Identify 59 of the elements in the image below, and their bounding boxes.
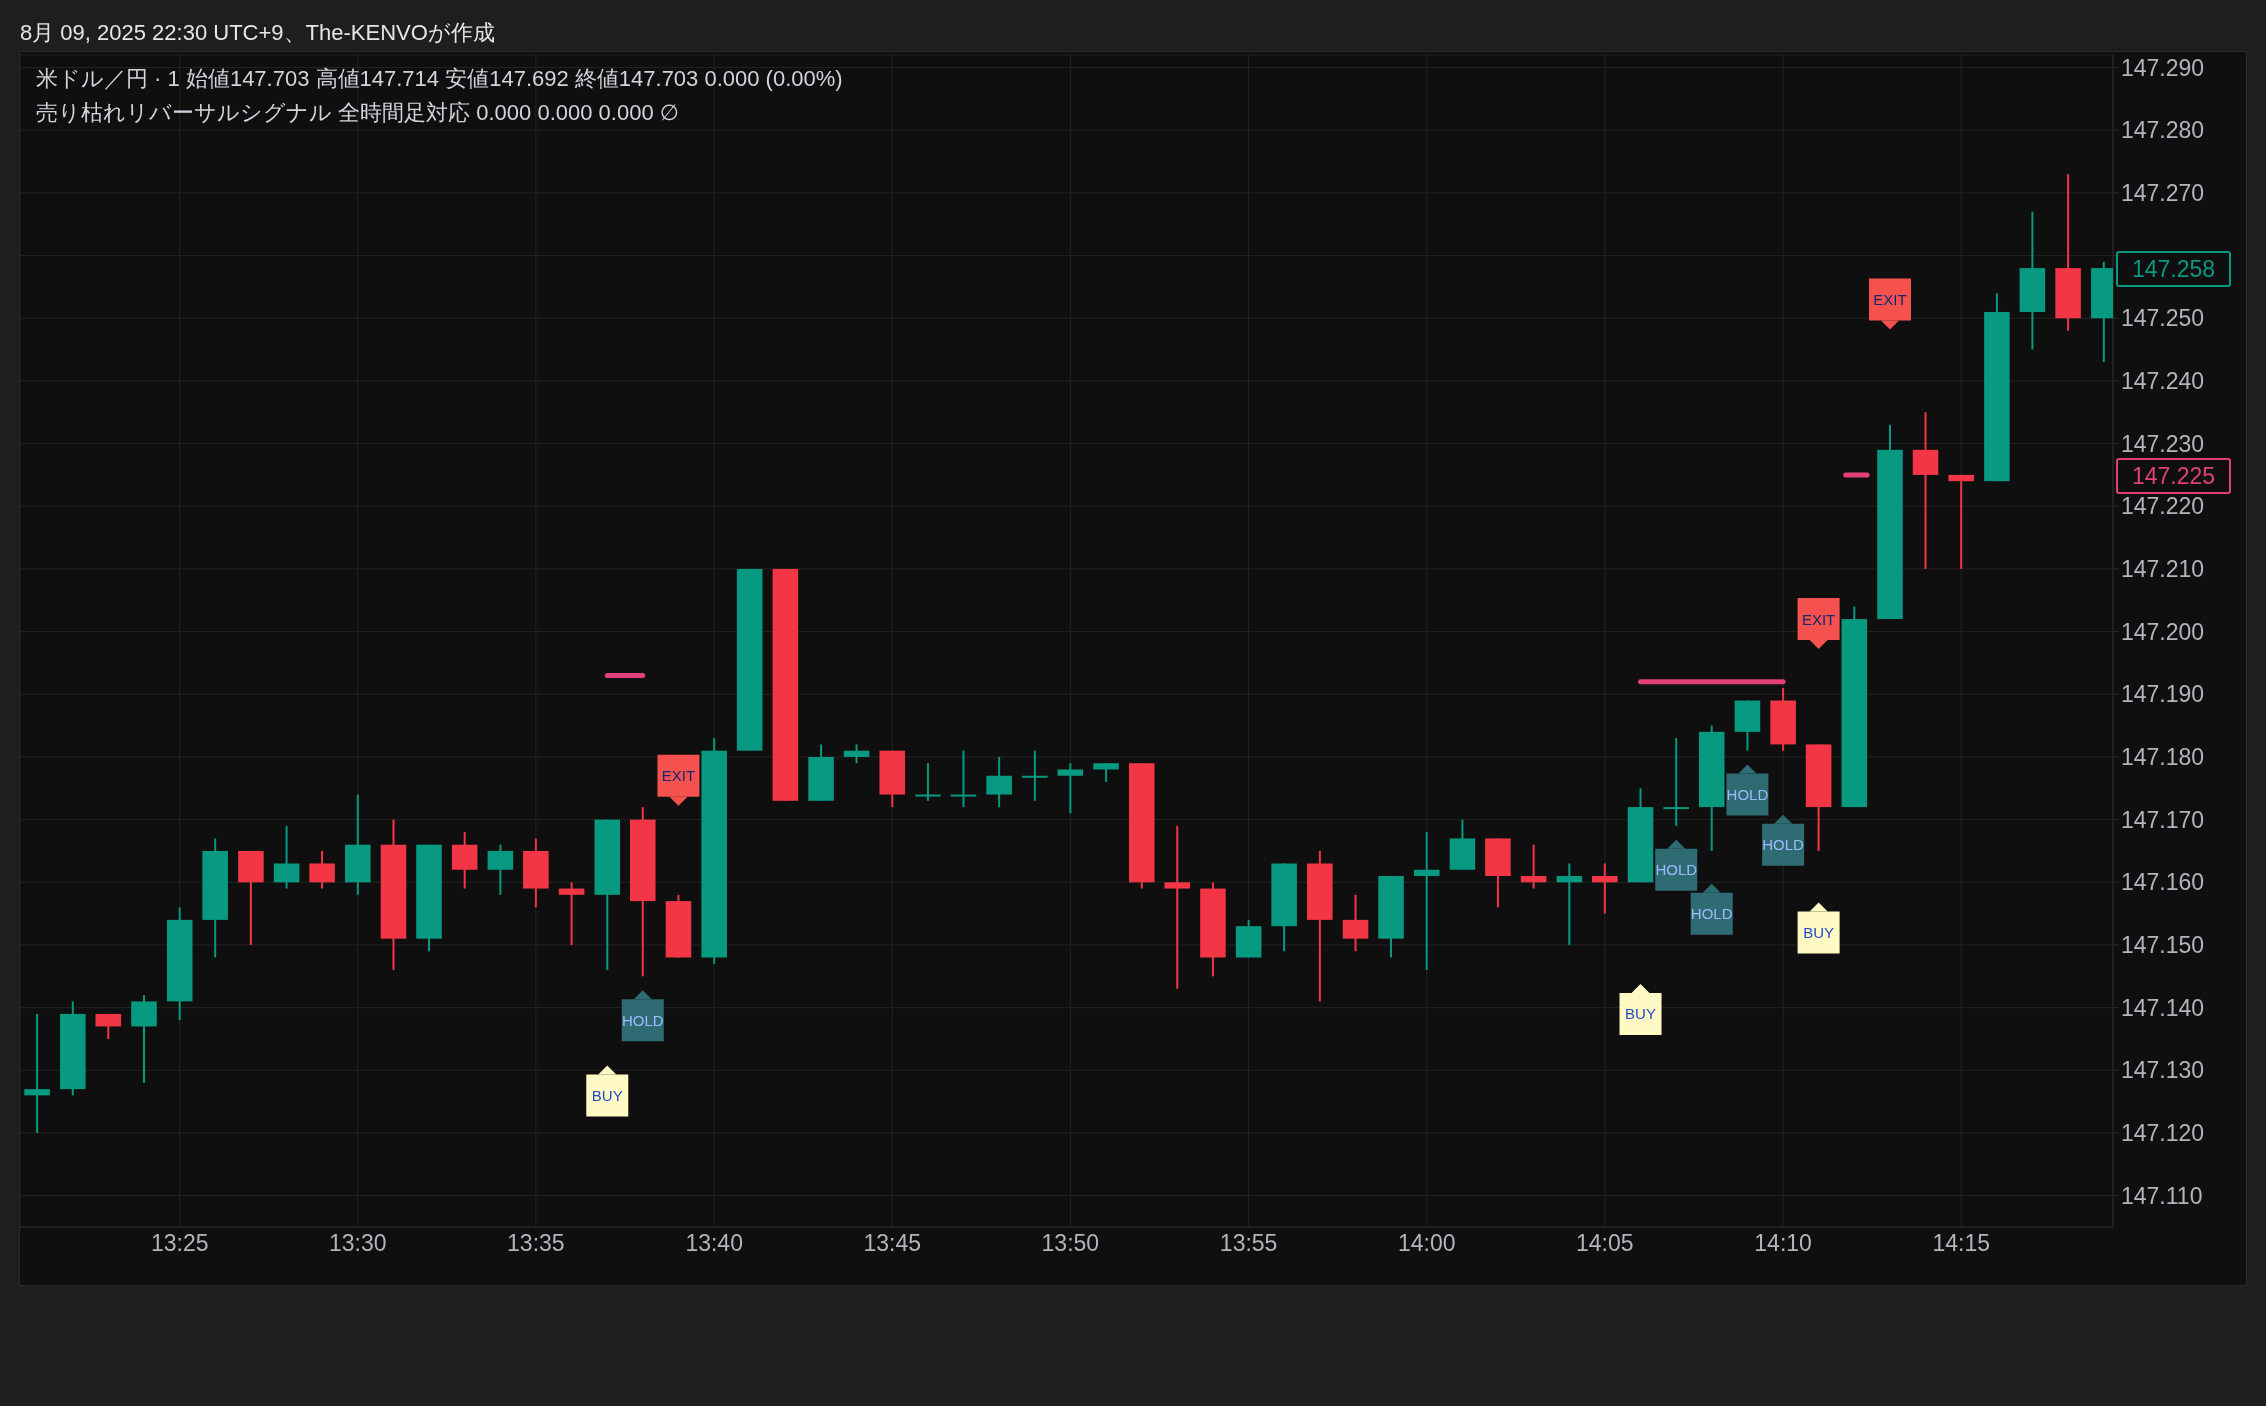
data-label: EXIT (1873, 290, 1907, 308)
x-tick-label: 13:50 (1041, 1230, 1100, 1257)
candlestick (1022, 749, 1048, 802)
x-tick-label: 14:10 (1754, 1230, 1812, 1257)
y-tick-label: 147.180 (2121, 744, 2205, 771)
y-tick-label: 147.110 (2121, 1182, 2203, 1209)
candlestick (558, 881, 585, 946)
y-tick-label: 147.230 (2121, 430, 2205, 457)
candlestick (1164, 824, 1191, 990)
y-tick-label: 147.220 (2121, 493, 2205, 520)
text: 147.225 (2116, 457, 2232, 494)
data-label: HOLD (621, 1011, 664, 1029)
candlestick (1556, 862, 1583, 946)
y-tick-label: 147.210 (2121, 556, 2205, 583)
x-tick-label: 13:40 (685, 1230, 743, 1257)
text: 8月 09, 2025 22:30 UTC+9、The-KENVOが作成 (20, 19, 495, 47)
candlestick (24, 1012, 50, 1134)
candlestick (1592, 862, 1618, 915)
data-label: EXIT (1801, 610, 1836, 628)
data-label: HOLD (1690, 905, 1733, 923)
data-label: HOLD (1655, 861, 1698, 879)
y-tick-label: 147.140 (2121, 994, 2205, 1021)
data-label: BUY (1625, 1005, 1656, 1023)
candlestick (1520, 843, 1547, 890)
text: 147.258 (2116, 251, 2232, 288)
candlestick (843, 743, 870, 765)
y-tick-label: 147.120 (2121, 1120, 2205, 1147)
y-tick-label: 147.170 (2121, 806, 2205, 833)
candlestick (1057, 762, 1084, 815)
data-label: EXIT (661, 767, 696, 785)
data-label: BUY (1803, 923, 1835, 941)
data-label: HOLD (1762, 836, 1805, 854)
x-tick-label: 13:35 (507, 1230, 565, 1257)
x-tick-label: 14:00 (1397, 1230, 1456, 1257)
text: 売り枯れリバーサルシグナル 全時間足対応 0.000 0.000 0.000 ∅ (36, 99, 679, 127)
y-tick-label: 147.200 (2121, 618, 2205, 645)
y-tick-label: 147.190 (2121, 681, 2205, 708)
y-tick-label: 147.160 (2121, 869, 2205, 896)
y-tick-label: 147.280 (2121, 117, 2205, 144)
x-tick-label: 13:25 (150, 1230, 209, 1257)
candlestick (915, 762, 941, 802)
data-label: BUY (591, 1086, 623, 1104)
x-tick-label: 14:15 (1932, 1230, 1990, 1257)
candlestick (1663, 737, 1689, 827)
candlestick (1948, 473, 1974, 570)
x-tick-label: 14:05 (1576, 1230, 1634, 1257)
x-tick-label: 13:30 (329, 1230, 387, 1257)
y-tick-label: 147.250 (2121, 305, 2205, 332)
text: 米ドル／円 · 1 始値147.703 高値147.714 安値147.692 終値147.703 0.000 (0.00%) (36, 65, 843, 93)
data-label: HOLD (1726, 786, 1769, 804)
y-tick-label: 147.240 (2121, 368, 2205, 395)
x-tick-label: 13:55 (1219, 1230, 1278, 1257)
y-tick-label: 147.150 (2121, 932, 2205, 959)
x-tick-label: 13:45 (863, 1230, 922, 1257)
candlestick (950, 749, 977, 809)
y-tick-label: 147.130 (2121, 1057, 2205, 1084)
y-tick-label: 147.290 (2121, 54, 2205, 81)
y-tick-label: 147.270 (2121, 180, 2205, 207)
candlestick (1413, 831, 1440, 972)
